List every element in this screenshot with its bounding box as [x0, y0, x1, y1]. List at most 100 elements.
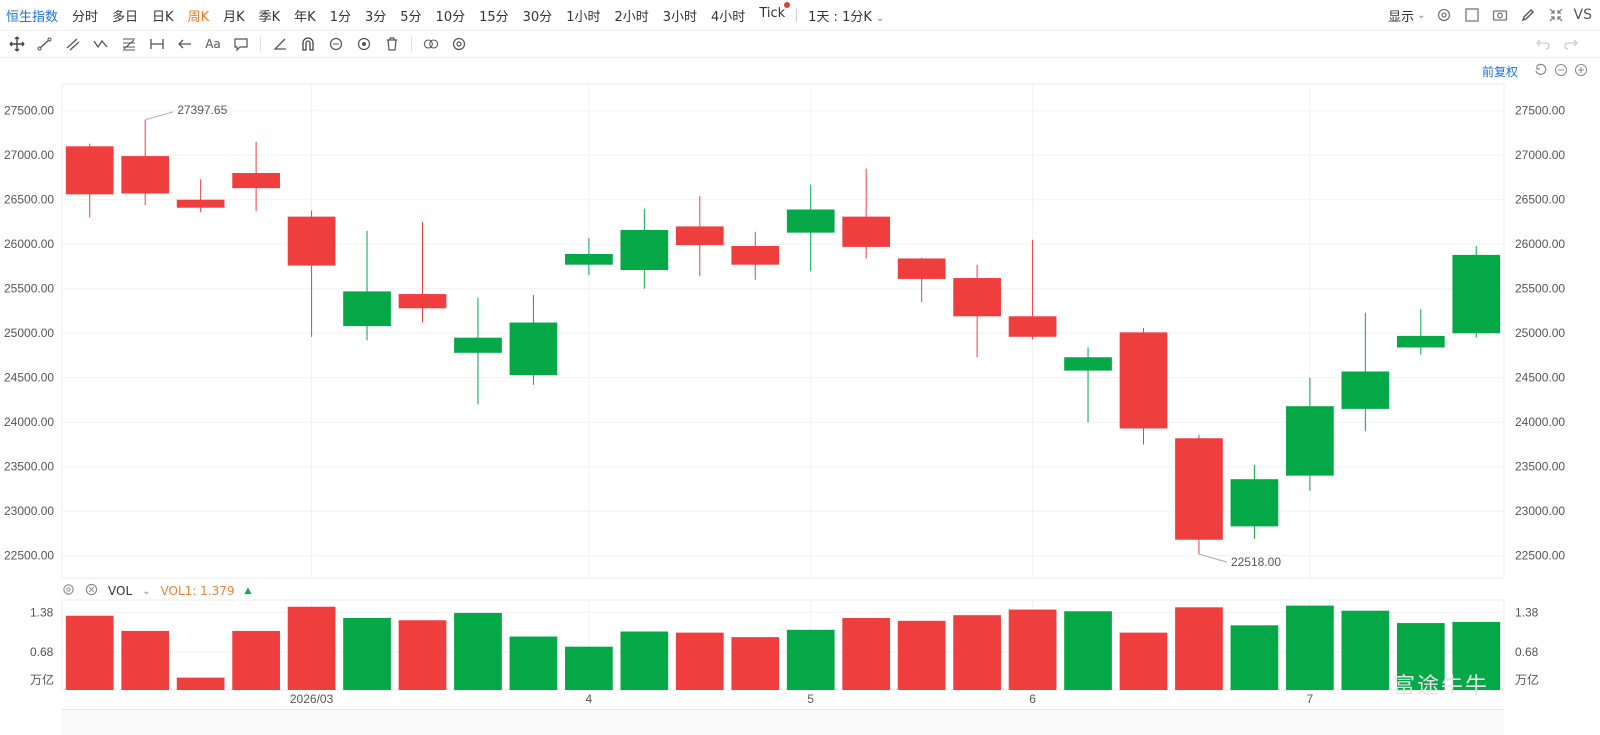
topbar-right-controls: 显示 ⌄ VS	[1388, 0, 1600, 30]
timeframe-3[interactable]: 周K	[187, 9, 210, 25]
candle-body	[509, 322, 558, 376]
price-tick-label: 25500.00	[4, 282, 54, 296]
volume-bar	[121, 630, 170, 690]
reset-icon[interactable]	[1534, 63, 1548, 80]
zoom-out-icon[interactable]	[1554, 63, 1568, 80]
timeframe-5[interactable]: 季K	[258, 9, 281, 25]
navigator-strip[interactable]	[62, 709, 1504, 735]
min-price-label: 22518.00	[1231, 555, 1281, 569]
price-tick-label: 22500.00	[1515, 549, 1565, 563]
timeframe-bar: 恒生指数 分时 多日 日K 周K 月K 季K 年K 1分 3分 5分 10分 15分 30分 1小时 2小时…	[0, 0, 1600, 30]
volume-bar	[1119, 632, 1168, 690]
price-tick-label: 23500.00	[1515, 460, 1565, 474]
timeframe-4[interactable]: 月K	[223, 9, 245, 25]
candle-body	[1175, 438, 1223, 540]
volume-label-text: VOL1:	[160, 584, 197, 598]
volume-bar	[1230, 625, 1279, 690]
time-tick-label: 5	[807, 692, 814, 706]
volume-bar	[786, 629, 835, 690]
timeframe-1[interactable]: 多日	[112, 9, 139, 25]
time-tick-label: 2026/03	[290, 692, 334, 706]
drawing-toolbar: Aa	[0, 30, 1600, 58]
adjust-select[interactable]: 前复权	[1481, 64, 1518, 79]
pen-icon[interactable]	[1518, 5, 1538, 25]
eye-icon[interactable]	[353, 33, 375, 55]
timeframe-13[interactable]: 1小时	[566, 9, 601, 25]
move-icon[interactable]	[6, 33, 28, 55]
settings-icon[interactable]	[62, 583, 75, 599]
watermark: 富途牛牛	[1393, 674, 1490, 699]
volume-bar	[1064, 611, 1112, 690]
compare-button[interactable]: VS	[1573, 7, 1592, 23]
candle-body	[897, 258, 946, 279]
volume-series	[65, 605, 1501, 690]
extreme-annotations: 27397.65 22518.00	[145, 103, 1281, 569]
comment-icon[interactable]	[230, 33, 252, 55]
volume-bar	[287, 606, 336, 690]
trash-icon[interactable]	[381, 33, 403, 55]
price-tick-label: 27500.00	[1515, 104, 1565, 118]
candle-body	[1286, 406, 1334, 476]
timeframe-10[interactable]: 10分	[435, 9, 466, 25]
volume-bar	[731, 637, 780, 690]
candle-body	[176, 199, 225, 208]
triangle-up-icon: ▲	[244, 586, 252, 596]
price-tick-label: 22500.00	[4, 549, 54, 563]
volume-bar	[620, 631, 669, 690]
timeframe-15[interactable]: 3小时	[662, 9, 698, 25]
settings-icon[interactable]	[448, 33, 470, 55]
zoom-in-icon[interactable]	[1574, 63, 1588, 80]
display-select[interactable]: 显示 ⌄	[1388, 6, 1425, 25]
close-icon[interactable]	[85, 583, 98, 599]
wave-tool-icon[interactable]	[90, 33, 112, 55]
price-axis-right: 27500.00 27000.00 26500.00 26000.00 25500.00…	[1515, 104, 1565, 563]
timeframe-7[interactable]: 1分	[329, 9, 351, 25]
volume-bar	[1396, 623, 1445, 690]
redo-icon[interactable]	[1560, 33, 1582, 55]
candle-body	[287, 216, 336, 266]
timeframe-6[interactable]: 年K	[294, 9, 316, 25]
timeframe-9[interactable]: 5分	[400, 9, 422, 25]
undo-icon[interactable]	[1532, 33, 1554, 55]
timeframe-0[interactable]: 分时	[72, 9, 99, 25]
volume-axis: 1.38 1.38 0.68 0.68 万亿 万亿	[30, 605, 1539, 687]
index-name[interactable]: 恒生指数	[6, 9, 59, 25]
interval-combo-select[interactable]: 1天 : 1分K ⌄	[801, 6, 891, 25]
link-icon[interactable]	[420, 33, 442, 55]
angle-icon[interactable]	[269, 33, 291, 55]
candle-body	[731, 245, 780, 265]
timeframe-2[interactable]: 日K	[152, 9, 174, 25]
volume-tick-label: 1.38	[1515, 605, 1539, 619]
magnet-icon[interactable]	[297, 33, 319, 55]
arrow-tool-icon[interactable]	[174, 33, 196, 55]
measure-tool-icon[interactable]	[146, 33, 168, 55]
chevron-down-icon[interactable]: ⌄	[142, 585, 151, 597]
camera-icon[interactable]	[1490, 5, 1510, 25]
timeframe-16[interactable]: 4小时	[711, 9, 746, 25]
price-tick-label: 26000.00	[1515, 237, 1565, 251]
price-tick-label: 27000.00	[4, 148, 54, 162]
line-tool-icon[interactable]	[34, 33, 56, 55]
channel-tool-icon[interactable]	[62, 33, 84, 55]
layout-icon[interactable]	[1462, 5, 1482, 25]
volume-indicator-name[interactable]: VOL	[108, 584, 133, 598]
timeframe-8[interactable]: 3分	[364, 9, 387, 25]
timeframe-14[interactable]: 2小时	[614, 9, 649, 25]
min-price-leader	[1198, 553, 1228, 563]
timeframe-11[interactable]: 15分	[479, 9, 509, 25]
settings-icon[interactable]	[1434, 5, 1454, 25]
volume-bar	[176, 677, 225, 690]
lock-icon[interactable]	[325, 33, 347, 55]
fib-tool-icon[interactable]	[118, 33, 140, 55]
text-tool-icon[interactable]: Aa	[205, 37, 221, 51]
candle-body	[65, 146, 114, 195]
price-tick-label: 23500.00	[4, 460, 54, 474]
price-tick-label: 27500.00	[4, 104, 54, 118]
volume-tick-label: 1.38	[30, 605, 54, 619]
timeframe-12[interactable]: 30分	[522, 9, 553, 25]
time-tick-label: 7	[1307, 692, 1314, 706]
collapse-icon[interactable]	[1546, 5, 1566, 25]
volume-header: VOL ⌄ VOL1: 1.379 ▲	[62, 582, 251, 600]
timeframe-17[interactable]: Tick	[752, 1, 792, 25]
